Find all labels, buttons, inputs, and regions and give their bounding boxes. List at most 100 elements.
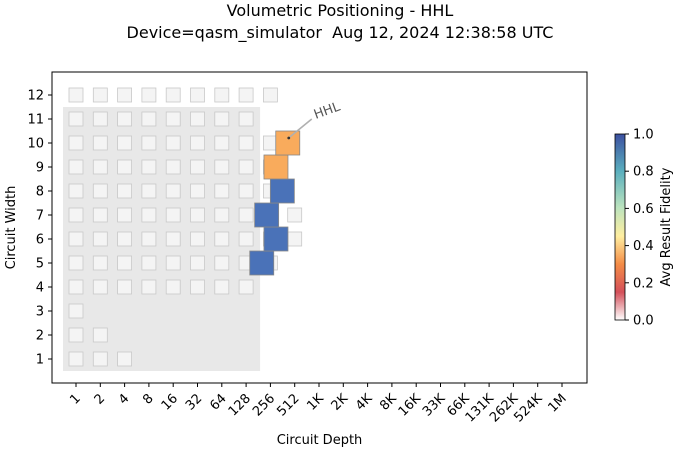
background-cell xyxy=(68,255,84,271)
x-tick-label: 33K xyxy=(420,391,449,420)
background-cell xyxy=(68,111,84,127)
background-cell xyxy=(117,207,132,223)
y-tick-label: 8 xyxy=(36,185,44,200)
background-cell xyxy=(190,207,205,223)
x-tick-label: 512 xyxy=(274,391,302,419)
background-cell xyxy=(190,231,205,247)
background-cell xyxy=(117,159,132,175)
background-cell xyxy=(117,351,132,367)
x-tick-label: 32 xyxy=(183,391,205,413)
colorbar-tick-label: 0.0 xyxy=(633,314,654,329)
y-tick-label: 4 xyxy=(36,281,44,296)
y-tick-label: 7 xyxy=(36,209,44,224)
y-tick-label: 6 xyxy=(36,233,44,248)
background-cell xyxy=(165,207,181,223)
data-point xyxy=(263,154,289,180)
data-point xyxy=(263,226,289,252)
background-cell xyxy=(117,231,132,247)
background-cell xyxy=(68,351,84,367)
background-cell xyxy=(287,207,303,223)
background-cell xyxy=(68,135,84,151)
background-cell xyxy=(287,231,303,247)
background-cell xyxy=(92,183,108,199)
data-point xyxy=(254,202,280,228)
x-tick-label: 1 xyxy=(67,391,83,407)
background-cell xyxy=(68,327,84,343)
background-cell xyxy=(214,87,230,103)
x-tick-label: 256 xyxy=(250,391,278,419)
x-axis-label: Circuit Depth xyxy=(277,433,363,448)
background-cell xyxy=(190,135,205,151)
background-cell xyxy=(92,159,108,175)
background-cell xyxy=(117,255,132,271)
x-tick-label: 128 xyxy=(226,391,254,419)
x-tick-label: 2K xyxy=(329,391,352,414)
colorbar-label: Avg Result Fidelity xyxy=(659,167,674,286)
chart-title: Volumetric Positioning - HHL xyxy=(226,1,454,20)
background-cell xyxy=(92,231,108,247)
background-cell xyxy=(68,279,84,295)
x-tick-label: 1K xyxy=(304,391,327,414)
background-cell xyxy=(214,255,230,271)
colorbar-tick-label: 0.6 xyxy=(633,202,654,217)
colorbar-tick-label: 0.8 xyxy=(633,165,654,180)
y-tick-label: 1 xyxy=(36,353,44,368)
background-cell xyxy=(214,111,230,127)
background-cell xyxy=(92,135,108,151)
background-cell xyxy=(92,279,108,295)
background-cell xyxy=(238,231,254,247)
data-point xyxy=(275,130,301,156)
background-cell xyxy=(141,279,157,295)
x-tick-label: 1M xyxy=(545,391,569,415)
background-cell xyxy=(262,135,278,151)
background-cell xyxy=(141,183,157,199)
background-cell xyxy=(238,279,254,295)
background-cell xyxy=(165,279,181,295)
background-cell xyxy=(262,87,278,103)
background-cell xyxy=(141,207,157,223)
background-cell xyxy=(238,135,254,151)
background-cell xyxy=(92,207,108,223)
background-cell xyxy=(190,111,205,127)
background-cell xyxy=(214,231,230,247)
background-cell xyxy=(190,279,205,295)
x-tick-label: 4 xyxy=(116,391,132,407)
background-cell xyxy=(238,87,254,103)
colorbar: 0.0 0.2 0.4 0.6 0.8 1.0 Avg Result Fidelity xyxy=(614,128,674,329)
background-cell xyxy=(165,255,181,271)
background-cell xyxy=(68,159,84,175)
background-cell xyxy=(141,111,157,127)
background-cell xyxy=(238,183,254,199)
data-point xyxy=(269,178,295,204)
x-tick-label: 16 xyxy=(159,391,181,413)
background-cell xyxy=(141,135,157,151)
background-cell xyxy=(214,135,230,151)
background-cell xyxy=(141,255,157,271)
data-point xyxy=(249,250,275,276)
chart-subtitle: Device=qasm_simulator Aug 12, 2024 12:38… xyxy=(126,23,554,42)
background-cell xyxy=(68,303,84,319)
colorbar-tick-label: 1.0 xyxy=(633,128,654,143)
x-tick-label: 8 xyxy=(140,391,156,407)
background-cell xyxy=(190,159,205,175)
background-cell xyxy=(214,159,230,175)
background-cell xyxy=(238,207,254,223)
background-cell xyxy=(117,279,132,295)
background-cell xyxy=(92,351,108,367)
background-cell xyxy=(165,231,181,247)
background-cell xyxy=(238,159,254,175)
annotation-dot xyxy=(287,136,291,140)
colorbar-tick-label: 0.2 xyxy=(633,276,654,291)
background-cell xyxy=(141,87,157,103)
x-tick-label: 16K xyxy=(396,391,425,420)
background-cell xyxy=(117,111,132,127)
background-cell xyxy=(92,111,108,127)
background-cell xyxy=(117,183,132,199)
x-tick-label: 2 xyxy=(92,391,108,407)
background-cell xyxy=(165,159,181,175)
y-tick-label: 12 xyxy=(27,89,44,104)
background-cell xyxy=(117,87,132,103)
background-cell xyxy=(92,255,108,271)
